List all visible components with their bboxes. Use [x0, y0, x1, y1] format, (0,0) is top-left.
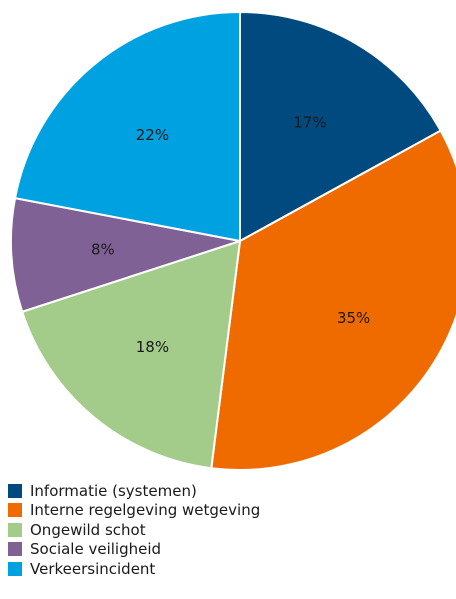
pie-plot-area: 17% 35% 18% 8% 22% — [10, 11, 456, 471]
legend-label-4: Verkeersincident — [30, 559, 156, 578]
legend: Informatie (systemen) Interne regelgeving… — [8, 481, 260, 579]
pie-slice-2 — [21, 240, 241, 470]
legend-item-4: Verkeersincident — [8, 559, 260, 579]
legend-swatch-0 — [8, 483, 22, 498]
legend-label-0: Informatie (systemen) — [30, 481, 197, 500]
legend-swatch-3 — [8, 542, 22, 557]
legend-swatch-1 — [8, 503, 22, 518]
legend-swatch-4 — [8, 561, 22, 576]
legend-label-2: Ongewild schot — [30, 520, 146, 539]
legend-label-3: Sociale veiligheid — [30, 540, 162, 559]
pie-slice-0 — [239, 11, 442, 242]
slice-value-label-0: 17% — [293, 114, 326, 132]
legend-item-3: Sociale veiligheid — [8, 540, 260, 560]
pie-slice-3 — [10, 197, 241, 313]
legend-item-1: Interne regelgeving wetgeving — [8, 501, 260, 521]
pie-slice-1 — [210, 129, 456, 471]
legend-label-1: Interne regelgeving wetgeving — [30, 501, 261, 520]
slice-value-label-4: 22% — [136, 126, 169, 144]
legend-item-2: Ongewild schot — [8, 520, 260, 540]
slice-value-label-3: 8% — [91, 241, 115, 259]
legend-swatch-2 — [8, 522, 22, 537]
pie-slice-4 — [14, 11, 241, 242]
legend-item-0: Informatie (systemen) — [8, 481, 260, 501]
slice-value-label-2: 18% — [136, 338, 169, 356]
slice-value-label-1: 35% — [337, 309, 370, 327]
